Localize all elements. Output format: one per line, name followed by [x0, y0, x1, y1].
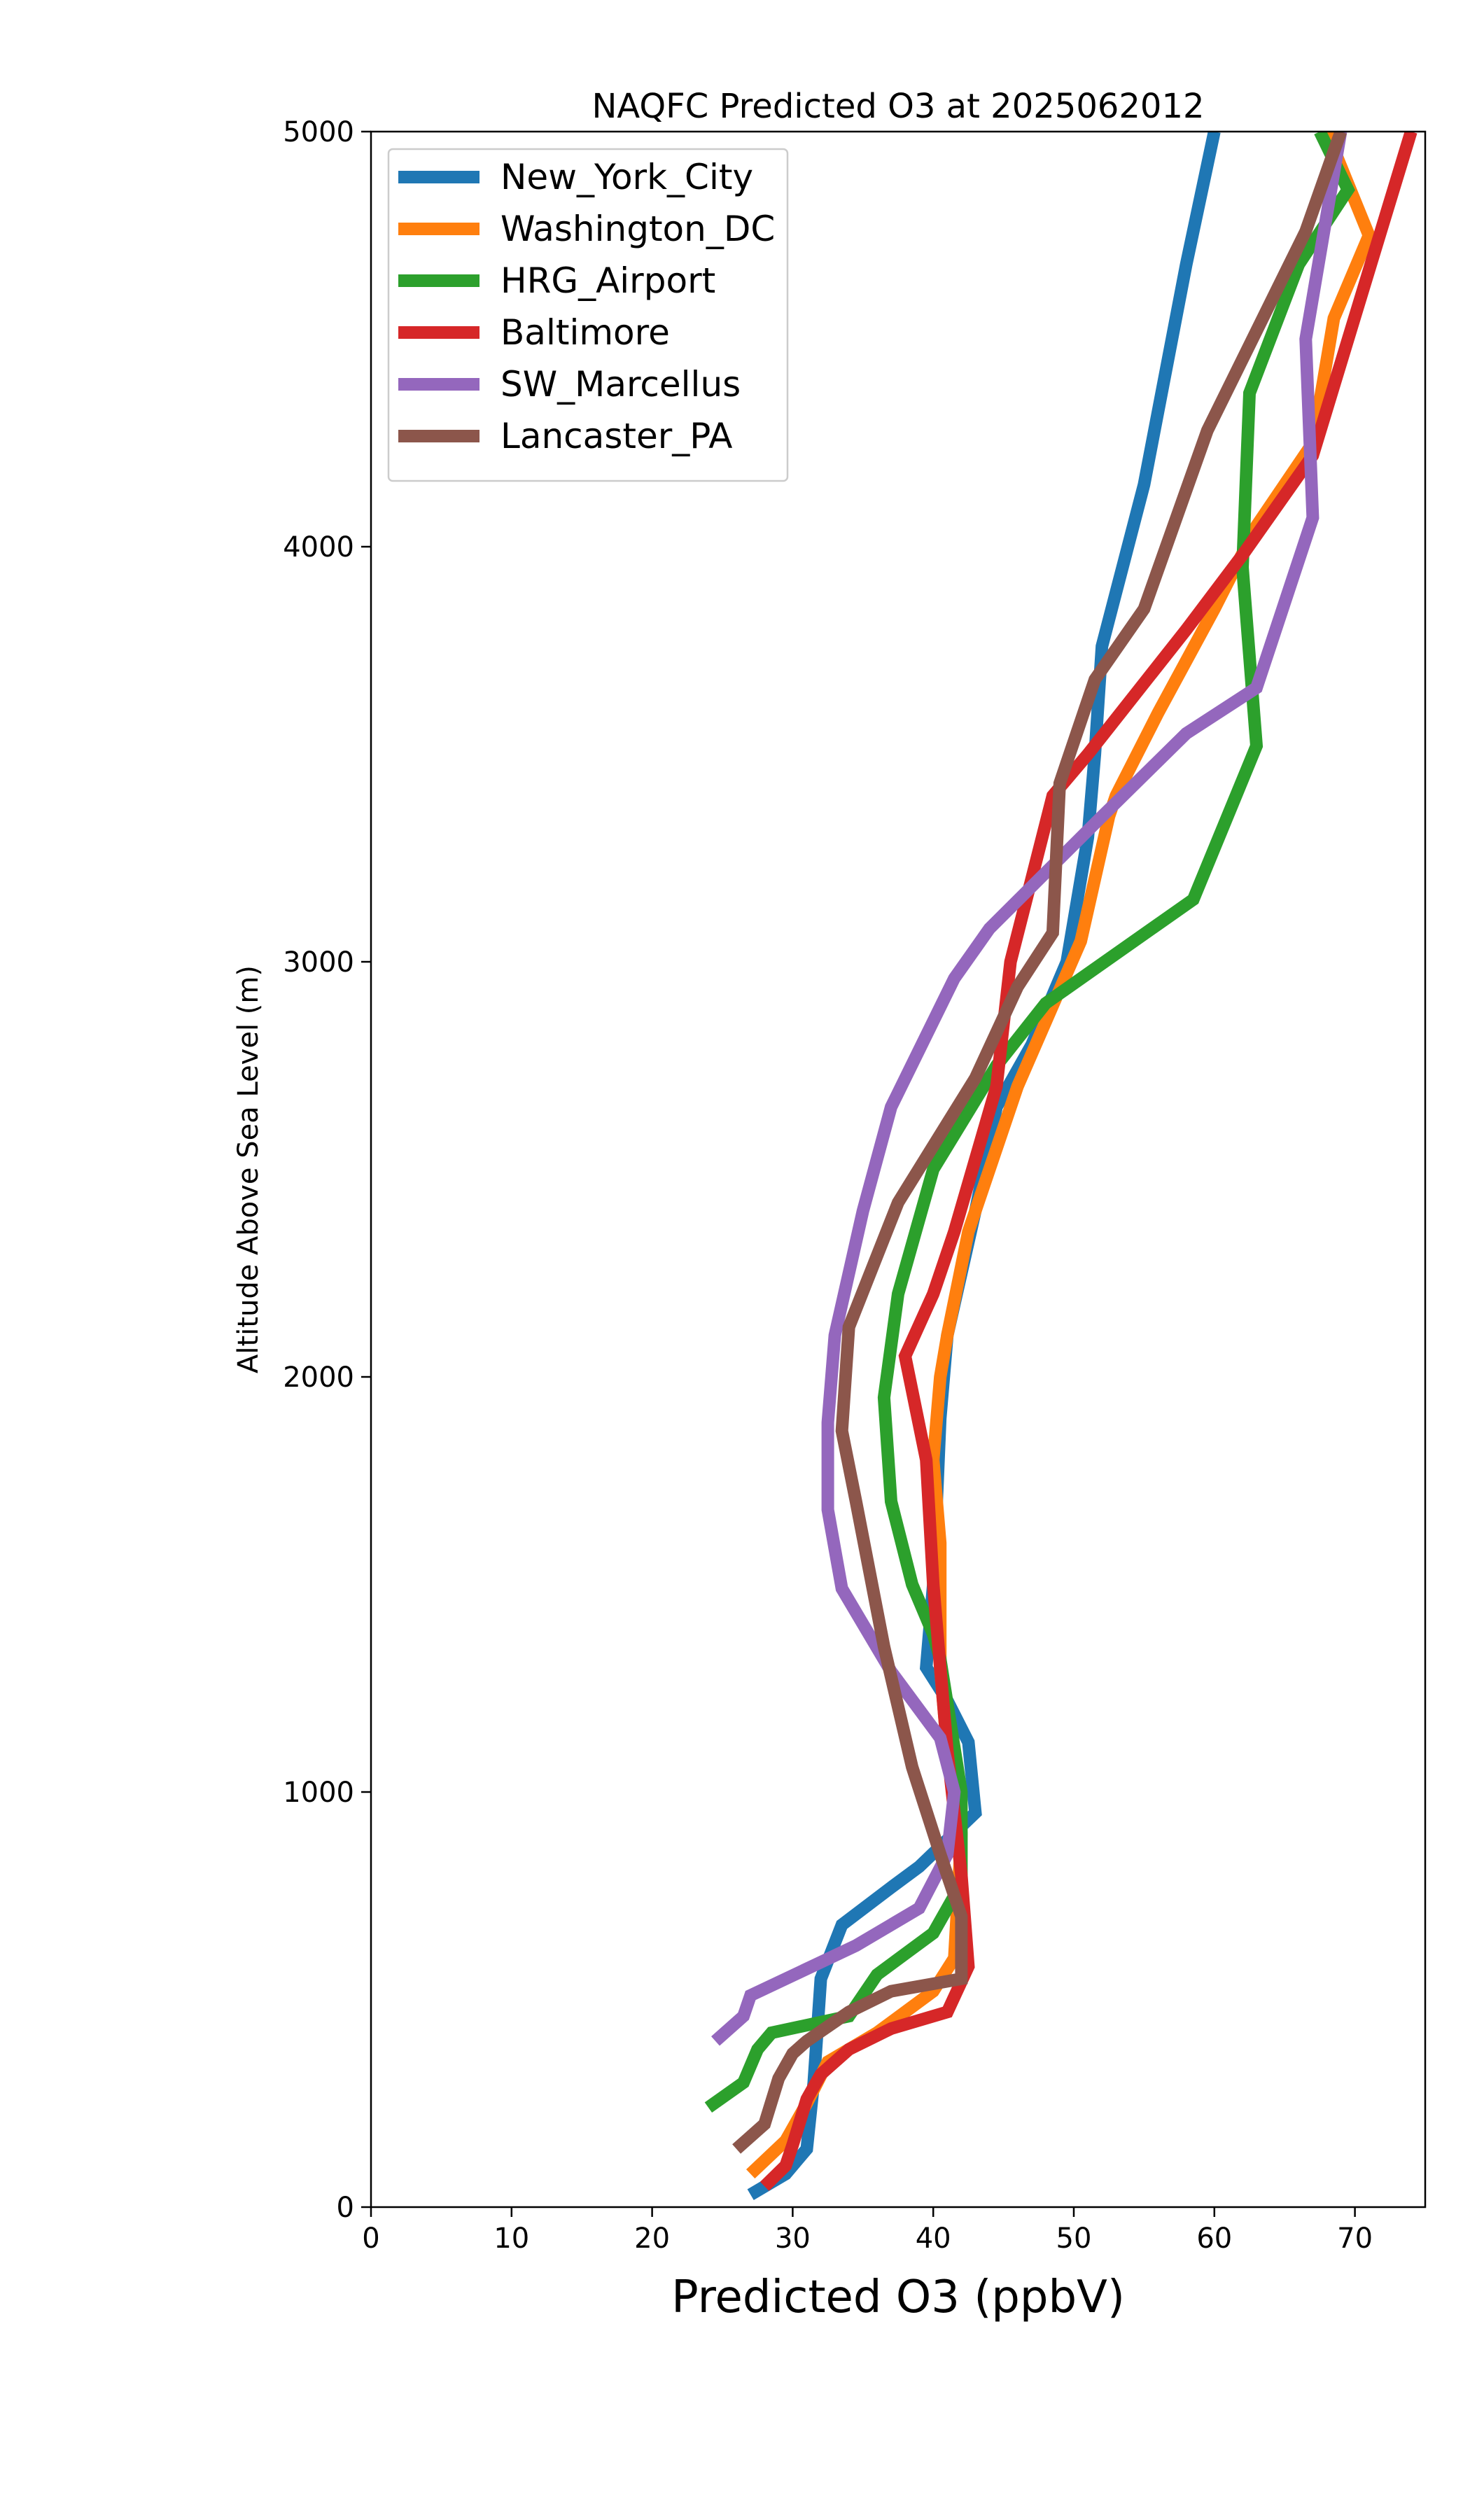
y-axis-label: Altitude Above Sea Level (m): [232, 965, 265, 1373]
plot-area-frame: [370, 130, 1427, 2208]
y-tick-label: 4000: [283, 531, 354, 564]
series-line-sw-marcellus: [711, 132, 1348, 2046]
x-axis: 0 10 20 30 40 50 60 70: [362, 2207, 1373, 2255]
legend-label: SW_Marcellus: [500, 364, 741, 405]
series-line-baltimore: [760, 132, 1418, 2191]
x-tick-label: 40: [916, 2222, 951, 2255]
legend-label: New_York_City: [500, 157, 753, 197]
y-tick-label: 1000: [283, 1777, 354, 1809]
x-axis-label: Predicted O3 (ppbV): [671, 2272, 1125, 2323]
x-tick-label: 0: [362, 2222, 379, 2255]
x-tick-label: 10: [493, 2222, 529, 2255]
legend: New_York_City Washington_DC HRG_Airport Bal…: [387, 148, 789, 482]
legend-label: Washington_DC: [500, 209, 775, 249]
x-tick-label: 30: [775, 2222, 811, 2255]
legend-label: Baltimore: [500, 312, 670, 353]
series-layer: [704, 132, 1418, 2200]
x-tick-label: 20: [634, 2222, 670, 2255]
chart-title: NAQFC Predicted O3 at 2025062012: [592, 87, 1204, 126]
y-tick-label: 2000: [283, 1362, 354, 1394]
legend-label: HRG_Airport: [500, 260, 715, 301]
y-tick-label: 0: [337, 2192, 354, 2224]
legend-box: [387, 148, 789, 482]
x-tick-label: 60: [1196, 2222, 1232, 2255]
x-tick-label: 50: [1056, 2222, 1092, 2255]
legend-label: Lancaster_PA: [500, 416, 732, 456]
y-tick-label: 5000: [283, 116, 354, 148]
x-tick-label: 70: [1337, 2222, 1373, 2255]
y-tick-label: 3000: [283, 946, 354, 979]
y-axis: 0 1000 2000 3000 4000 5000: [283, 116, 371, 2224]
series-line-lancaster-pa: [732, 132, 1347, 2154]
